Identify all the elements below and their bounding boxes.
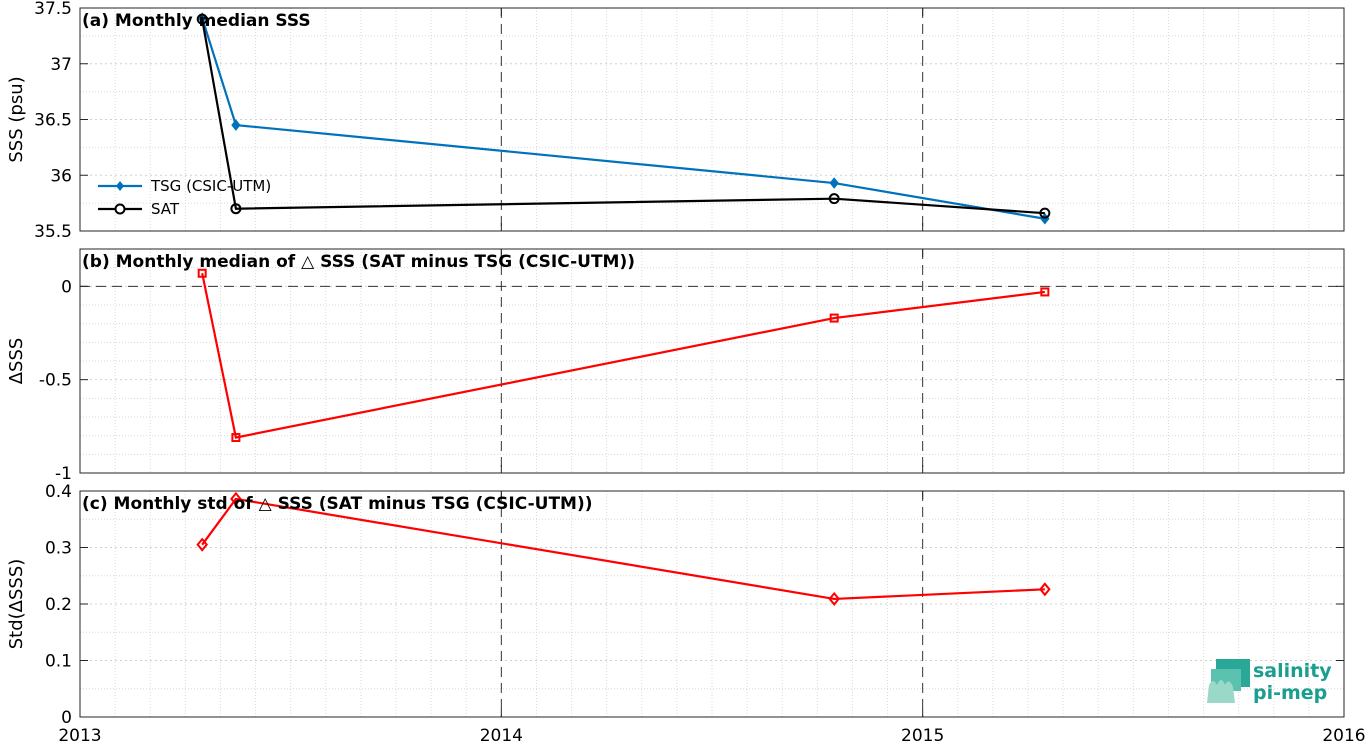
data-point <box>828 591 840 606</box>
data-point <box>231 119 241 131</box>
y-tick-label: 37 <box>50 55 72 75</box>
panel-title: (c) Monthly std of △ SSS (SAT minus TSG … <box>82 494 593 514</box>
series-line-delta <box>201 273 1045 439</box>
y-tick-label: 35.5 <box>34 222 72 242</box>
y-axis-label: SSS (psu) <box>6 76 27 162</box>
y-tick-label: -1 <box>55 464 72 484</box>
y-tick-label: -0.5 <box>39 371 72 391</box>
logo-mark-waves <box>1207 680 1235 703</box>
x-tick-label: 2015 <box>901 726 944 745</box>
x-tick-label: 2013 <box>58 726 101 745</box>
y-axis-label: Std(ΔSSS) <box>6 559 27 650</box>
panel-a: 35.5 36 36.5 37 37.5 SSS (psu) (a) Monthly med… <box>6 0 1345 242</box>
data-point <box>1040 212 1050 225</box>
y-tick-label: 0.1 <box>45 652 72 672</box>
y-tick-label: 0.3 <box>45 539 72 559</box>
panel-c: 0 0.1 0.2 0.3 0.4 2013 2014 2015 2016 Std(ΔSSS) (c… <box>6 482 1366 745</box>
panel-b: -1 -0.5 0 ΔSSS (b) Monthly median of △ SSS (… <box>6 248 1345 484</box>
data-point <box>829 177 839 189</box>
legend-label: TSG (CSIC-UTM) <box>150 177 271 195</box>
data-point <box>828 193 840 205</box>
data-point <box>197 268 207 278</box>
y-tick-label: 0 <box>61 708 72 728</box>
legend: TSG (CSIC-UTM) SAT <box>98 177 271 218</box>
y-axis-label: ΔSSS <box>6 338 27 385</box>
series-line-sat <box>201 18 1045 215</box>
legend-marker <box>116 181 124 191</box>
data-point <box>829 313 839 323</box>
data-point <box>1040 287 1050 297</box>
y-tick-label: 0.4 <box>45 482 72 502</box>
data-point <box>230 491 242 506</box>
data-point <box>1039 207 1051 219</box>
series-line-tsg-csic-utm- <box>201 17 1046 220</box>
data-point <box>1039 582 1051 597</box>
data-point <box>230 203 242 215</box>
panel-title: (b) Monthly median of △ SSS (SAT minus T… <box>82 252 635 272</box>
x-tick-label: 2016 <box>1322 726 1365 745</box>
series-line-delta <box>201 497 1045 601</box>
data-point <box>196 537 208 552</box>
logo-text-pi-mep: pi-mep <box>1253 682 1327 704</box>
axes-box <box>79 248 1345 474</box>
legend-marker <box>114 203 126 215</box>
data-point <box>231 433 241 443</box>
y-tick-label: 36 <box>50 166 72 186</box>
legend-label: SAT <box>151 200 180 218</box>
y-tick-label: 36.5 <box>34 111 72 131</box>
panel-title: (a) Monthly median SSS <box>82 11 311 31</box>
salinity-pi-mep-logo: salinity pi-mep <box>1207 655 1337 707</box>
logo-text-salinity: salinity <box>1253 660 1332 682</box>
y-tick-label: 0.2 <box>45 595 72 615</box>
y-tick-label: 37.5 <box>34 0 72 19</box>
x-tick-label: 2014 <box>480 726 523 745</box>
data-point <box>196 13 208 25</box>
y-tick-label: 0 <box>61 277 72 297</box>
